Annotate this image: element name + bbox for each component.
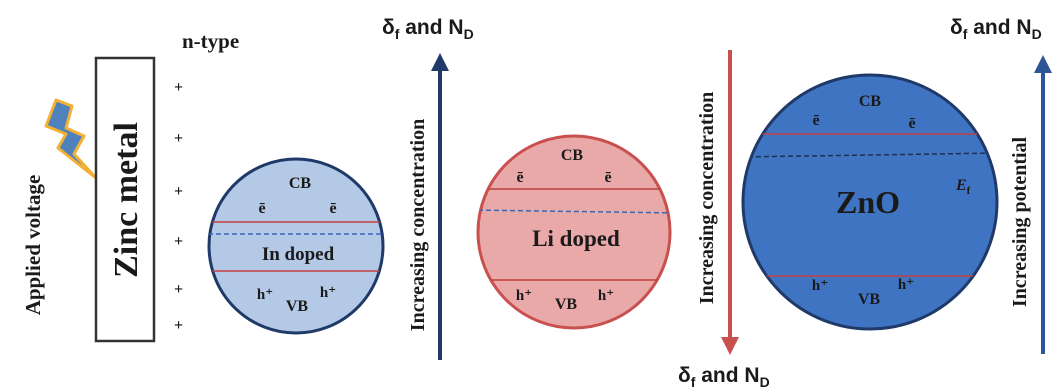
plus-sign: + — [174, 79, 183, 96]
plus-sign: + — [174, 281, 183, 298]
applied-voltage-label: Applied voltage — [21, 175, 45, 316]
positive-charges: + + + + + + — [174, 79, 183, 334]
zinc-metal-electrode: Zinc metal — [94, 56, 156, 343]
arrow-increasing-concentration-down: Increasing concentration δf and ND — [678, 50, 770, 388]
hole-label: h⁺ — [257, 287, 273, 303]
delta-f-nd-label-bottom: δf and ND — [678, 364, 770, 388]
vb-label: VB — [555, 296, 578, 313]
plus-sign: + — [174, 183, 183, 200]
cb-label: CB — [289, 175, 312, 192]
plus-sign: + — [174, 130, 183, 147]
electron-label: ē — [329, 200, 336, 217]
electron-label: ē — [604, 169, 611, 186]
vb-label: VB — [858, 291, 881, 308]
increasing-concentration-label: Increasing concentration — [696, 92, 718, 304]
fermi-level-line — [478, 209, 670, 214]
increasing-concentration-label: Increasing concentration — [407, 119, 429, 331]
delta-f-nd-label-top-right: δf and ND — [950, 16, 1042, 42]
increasing-potential-label: Increasing potential — [1009, 136, 1031, 307]
in-doped-sphere: CB ē ē In doped h⁺ h⁺ VB — [207, 157, 385, 335]
li-doped-title: Li doped — [532, 226, 620, 251]
electron-label: ē — [812, 112, 819, 129]
arrow-increasing-potential: Increasing potential δf and ND — [950, 16, 1052, 354]
zno-title: ZnO — [836, 184, 900, 220]
hole-label: h⁺ — [516, 288, 532, 304]
cb-label: CB — [561, 147, 584, 164]
lightning-bolt-icon — [44, 98, 98, 180]
electron-label: ē — [516, 169, 523, 186]
hole-label: h⁺ — [598, 288, 614, 304]
delta-f-nd-label-top-left: δf and ND — [382, 16, 474, 42]
plus-sign: + — [174, 317, 183, 334]
hole-label: h⁺ — [898, 277, 914, 293]
electron-label: ē — [908, 115, 915, 132]
hole-label: h⁺ — [812, 278, 828, 294]
fermi-level-label: Ef — [955, 177, 971, 197]
vb-label: VB — [286, 298, 309, 315]
electron-label: ē — [258, 200, 265, 217]
applied-voltage-group: Applied voltage — [21, 98, 98, 316]
hole-label: h⁺ — [320, 285, 336, 301]
arrow-increasing-concentration-up: Increasing concentration δf and ND — [382, 16, 474, 360]
in-doped-title: In doped — [262, 244, 335, 265]
n-type-label: n-type — [182, 29, 239, 53]
cb-label: CB — [859, 93, 882, 110]
li-doped-sphere: CB ē ē Li doped h⁺ h⁺ VB — [476, 134, 672, 330]
zno-sphere: CB ē ē ZnO Ef h⁺ h⁺ VB — [741, 73, 999, 331]
fermi-level-line — [743, 152, 997, 158]
zinc-metal-label: Zinc metal — [108, 122, 145, 278]
plus-sign: + — [174, 233, 183, 250]
